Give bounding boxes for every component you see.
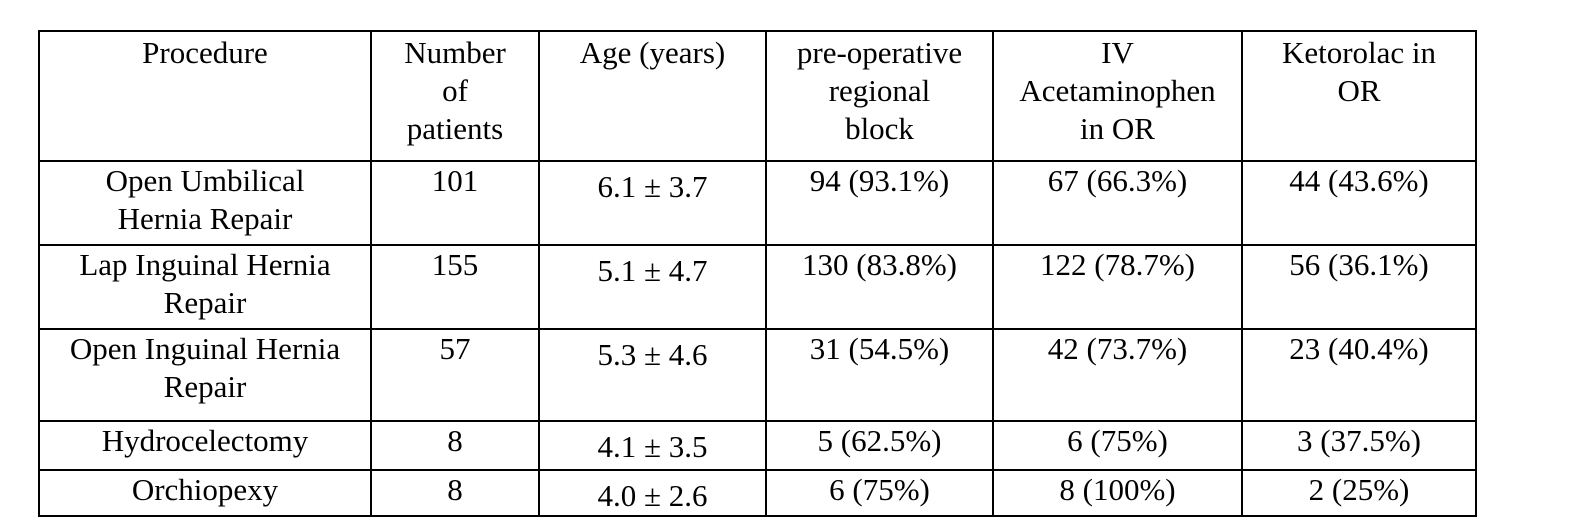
table-row: Orchiopexy 8 4.0 ± 2.6 6 (75%) 8 (100%) … [38, 469, 1477, 517]
cell-procedure: Orchiopexy [38, 469, 372, 517]
header-number-of-patients: Number of patients [370, 30, 540, 162]
cell-regional-block: 6 (75%) [765, 469, 994, 517]
cell-ketorolac: 56 (36.1%) [1241, 244, 1477, 330]
cell-procedure: Open Inguinal Hernia Repair [38, 328, 372, 422]
table-body: Open Umbilical Hernia Repair 101 6.1 ± 3… [38, 160, 1477, 517]
cell-age: 5.1 ± 4.7 [538, 244, 767, 330]
cell-regional-block: 130 (83.8%) [765, 244, 994, 330]
cell-number-of-patients: 8 [370, 420, 540, 471]
cell-number-of-patients: 8 [370, 469, 540, 517]
cell-age: 6.1 ± 3.7 [538, 160, 767, 246]
header-iv-acetaminophen: IV Acetaminophen in OR [992, 30, 1243, 162]
table-row: Open Inguinal Hernia Repair 57 5.3 ± 4.6… [38, 328, 1477, 422]
cell-ketorolac: 44 (43.6%) [1241, 160, 1477, 246]
cell-regional-block: 31 (54.5%) [765, 328, 994, 422]
cell-ketorolac: 23 (40.4%) [1241, 328, 1477, 422]
cell-ketorolac: 2 (25%) [1241, 469, 1477, 517]
header-procedure: Procedure [38, 30, 372, 162]
cell-iv-acetaminophen: 42 (73.7%) [992, 328, 1243, 422]
cell-age: 4.0 ± 2.6 [538, 469, 767, 517]
cell-number-of-patients: 57 [370, 328, 540, 422]
cell-procedure: Open Umbilical Hernia Repair [38, 160, 372, 246]
cell-ketorolac: 3 (37.5%) [1241, 420, 1477, 471]
cell-regional-block: 5 (62.5%) [765, 420, 994, 471]
table-row: Open Umbilical Hernia Repair 101 6.1 ± 3… [38, 160, 1477, 246]
table-header: Procedure Number of patients Age (years)… [38, 30, 1477, 162]
header-row: Procedure Number of patients Age (years)… [38, 30, 1477, 162]
cell-age: 5.3 ± 4.6 [538, 328, 767, 422]
header-ketorolac: Ketorolac in OR [1241, 30, 1477, 162]
data-table: Procedure Number of patients Age (years)… [38, 30, 1477, 517]
table-row: Hydrocelectomy 8 4.1 ± 3.5 5 (62.5%) 6 (… [38, 420, 1477, 471]
header-regional-block: pre-operative regional block [765, 30, 994, 162]
cell-number-of-patients: 101 [370, 160, 540, 246]
cell-procedure: Lap Inguinal Hernia Repair [38, 244, 372, 330]
cell-number-of-patients: 155 [370, 244, 540, 330]
table-row: Lap Inguinal Hernia Repair 155 5.1 ± 4.7… [38, 244, 1477, 330]
cell-regional-block: 94 (93.1%) [765, 160, 994, 246]
cell-iv-acetaminophen: 8 (100%) [992, 469, 1243, 517]
cell-procedure: Hydrocelectomy [38, 420, 372, 471]
header-age: Age (years) [538, 30, 767, 162]
cell-age: 4.1 ± 3.5 [538, 420, 767, 471]
cell-iv-acetaminophen: 67 (66.3%) [992, 160, 1243, 246]
cell-iv-acetaminophen: 6 (75%) [992, 420, 1243, 471]
cell-iv-acetaminophen: 122 (78.7%) [992, 244, 1243, 330]
